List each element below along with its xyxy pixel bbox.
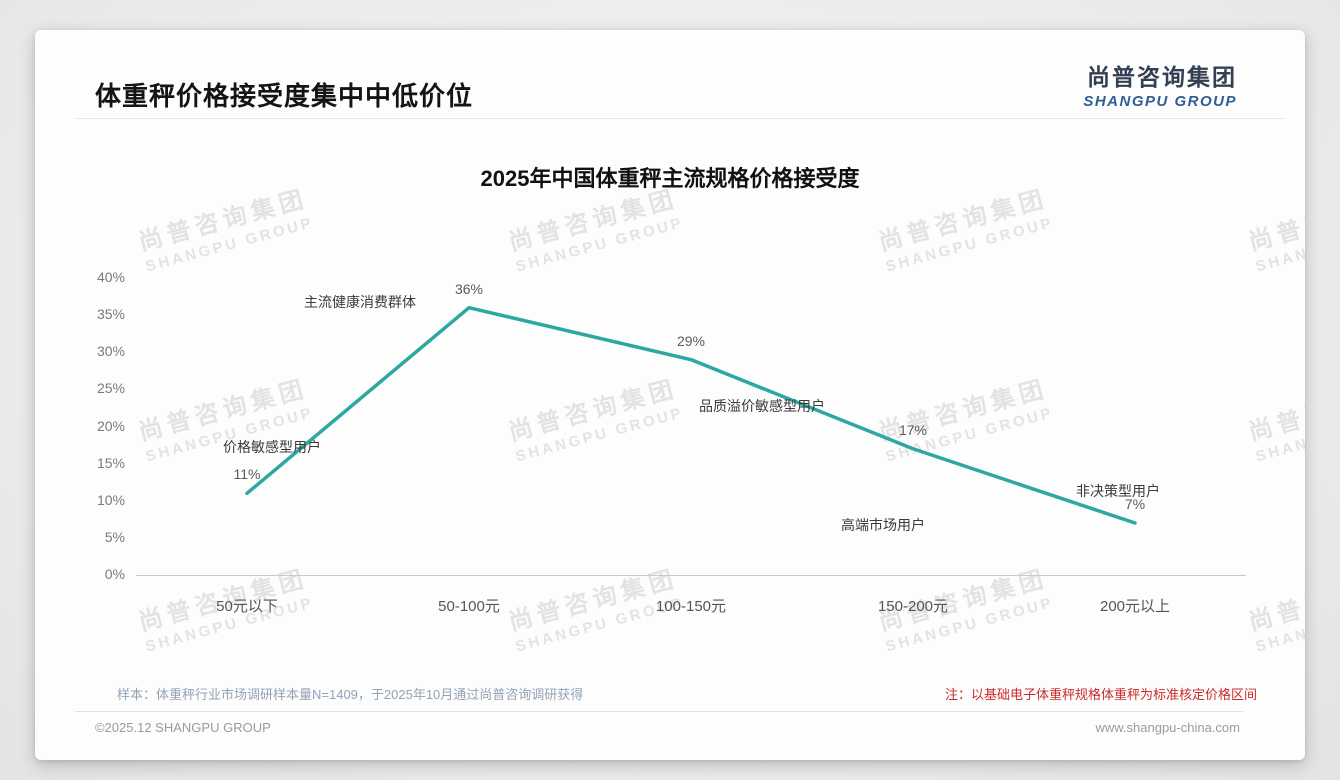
annotation-label: 价格敏感型用户: [223, 439, 321, 456]
annotation-label: 高端市场用户: [841, 516, 925, 533]
data-point-value-label: 36%: [454, 280, 484, 297]
y-axis-tick-label: 5%: [104, 528, 125, 545]
logo-chinese-text: 尚普咨询集团: [1087, 64, 1237, 90]
annotation-label: 非决策型用户: [1076, 483, 1160, 500]
x-axis-category-label: 200元以上: [1099, 598, 1171, 615]
data-point-value-label: 11%: [233, 466, 261, 483]
y-axis-tick-label: 25%: [96, 380, 125, 397]
data-point-value-label: 17%: [898, 421, 928, 438]
chart-plot-svg: [136, 305, 1246, 576]
footer-divider: [75, 711, 1243, 712]
y-axis-tick-label: 20%: [96, 417, 125, 434]
y-axis-tick-label: 35%: [96, 306, 125, 323]
x-axis-category-label: 150-200元: [877, 598, 949, 615]
trend-line: [245, 305, 1137, 525]
y-axis-tick-label: 0%: [104, 566, 125, 582]
annotation-label: 品质溢价敏感型用户: [699, 397, 825, 414]
copyright-text: ©2025.12 SHANGPU GROUP: [95, 720, 271, 735]
y-axis-tick-label: 30%: [96, 343, 125, 360]
data-point-value-label: 7%: [1124, 496, 1146, 513]
slide-card: 体重秤价格接受度集中中低价位 尚普咨询集团 SHANGPU GROUP 尚普咨询…: [35, 30, 1305, 760]
website-text: www.shangpu-china.com: [1095, 720, 1240, 735]
annotation-label: 主流健康消费群体: [304, 293, 416, 310]
x-axis-category-label: 50元以下: [216, 598, 278, 615]
company-logo: 尚普咨询集团 SHANGPU GROUP: [1083, 58, 1237, 110]
chart-title: 2025年中国体重秤主流规格价格接受度: [480, 166, 860, 191]
price-basis-note: 注：以基础电子体重秤规格体重秤为标准核定价格区间: [944, 687, 1257, 702]
x-axis-category-label: 100-150元: [655, 598, 727, 615]
x-axis-category-label: 50-100元: [438, 598, 500, 615]
page-title: 体重秤价格接受度集中中低价位: [95, 81, 474, 111]
chart-canvas: 0% 5% 10% 15% 20% 25% 30% 35% 40% 50元以下 50-100元 100…: [35, 30, 1305, 760]
data-point-value-label: 29%: [676, 332, 706, 349]
y-axis-tick-label: 40%: [96, 269, 125, 285]
y-axis-tick-label: 10%: [96, 491, 125, 508]
sample-note: 样本：体重秤行业市场调研样本量N=1409，于2025年10月通过尚普咨询调研获…: [117, 687, 584, 702]
header-divider: [75, 118, 1285, 119]
y-axis-tick-label: 15%: [96, 454, 125, 471]
logo-english-text: SHANGPU GROUP: [1083, 93, 1237, 110]
